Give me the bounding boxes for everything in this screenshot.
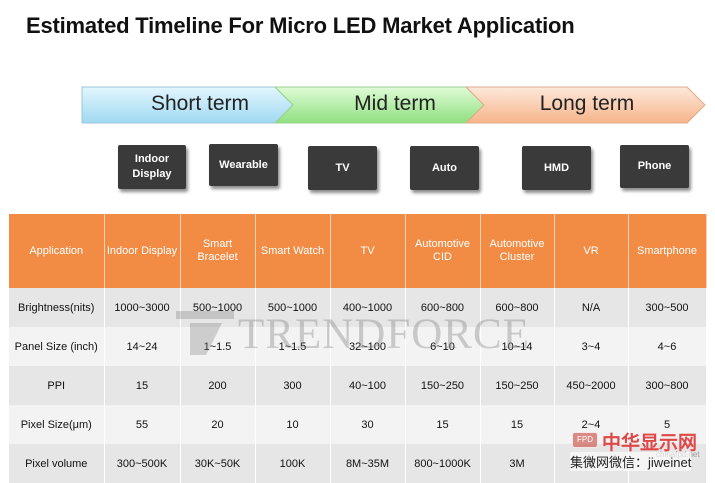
column-header: Smartphone: [628, 214, 707, 288]
table-cell: 8M~35M: [330, 444, 406, 483]
table-cell: 15: [104, 366, 181, 405]
column-header: Automotive Cluster: [480, 214, 555, 288]
column-header: VR: [554, 214, 629, 288]
app-chip-auto: Auto: [410, 146, 479, 190]
app-chip-phone: Phone: [620, 145, 689, 188]
table-cell: 20: [180, 405, 256, 444]
table-cell: 500~1000: [255, 288, 331, 327]
long-term-arrow: [464, 86, 706, 124]
app-chip-tv: TV: [308, 146, 377, 190]
table-cell: 1000~3000: [104, 288, 181, 327]
page-title: Estimated Timeline For Micro LED Market …: [26, 13, 575, 38]
app-chip-hmd: HMD: [522, 146, 591, 190]
table-cell: 300: [255, 366, 331, 405]
table-row: Brightness(nits) 1000~3000 500~1000 500~…: [9, 288, 707, 327]
table-cell: 10~14: [480, 327, 555, 366]
site-name-cn: 中华显示网: [602, 433, 698, 454]
table-cell: 30K~50K: [180, 444, 256, 483]
table-cell: 15: [480, 405, 555, 444]
row-label: Pixel Size(μm): [9, 405, 105, 444]
column-header: Automotive CID: [405, 214, 481, 288]
table-cell: 300~500K: [104, 444, 181, 483]
table-cell: 5: [628, 405, 707, 444]
app-chip-indoor-display: Indoor Display: [118, 145, 186, 189]
mid-term-label: Mid term: [354, 92, 436, 115]
table-row: PPI 15 200 300 40~100 150~250 150~250 45…: [9, 366, 707, 405]
table-header-row: Application Indoor Display Smart Bracele…: [9, 214, 707, 288]
table-cell: 600~800: [405, 288, 481, 327]
table-cell: 500~1000: [180, 288, 256, 327]
column-header: Smart Bracelet: [180, 214, 256, 288]
table-row: Pixel Size(μm) 55 20 10 30 15 15 2~4 5: [9, 405, 707, 444]
table-cell: 300~800: [628, 366, 707, 405]
table-cell: 400~1000: [330, 288, 406, 327]
table-cell: 600~800: [480, 288, 555, 327]
column-header: Smart Watch: [255, 214, 331, 288]
row-label: Brightness(nits): [9, 288, 105, 327]
table-cell: 14~24: [104, 327, 181, 366]
row-label: Pixel volume: [9, 444, 105, 483]
table-cell: 1~1.5: [180, 327, 256, 366]
column-header: Application: [9, 214, 105, 288]
table-cell: 3M: [480, 444, 555, 483]
row-label: Panel Size (inch): [9, 327, 105, 366]
timeline-bar: Short term Mid term Long term: [0, 85, 715, 125]
table-cell: 200: [180, 366, 256, 405]
table-row: Panel Size (inch) 14~24 1~1.5 1~1.5 32~1…: [9, 327, 707, 366]
table-cell: 15: [405, 405, 481, 444]
table-cell: 300~500: [628, 288, 707, 327]
column-header: TV: [330, 214, 406, 288]
table-cell: 4~6: [628, 327, 707, 366]
long-term-label: Long term: [539, 92, 635, 115]
column-header: Indoor Display: [104, 214, 181, 288]
table-cell: 3~4: [554, 327, 629, 366]
table-cell: N/A: [554, 288, 629, 327]
site-watermark: FPD 中华显示网 chinafpd.net 集微网微信：jiweinet: [566, 430, 711, 472]
short-term-label: Short term: [150, 92, 250, 115]
table-cell: 1~1.5: [255, 327, 331, 366]
table-cell: 100K: [255, 444, 331, 483]
row-label: PPI: [9, 366, 105, 405]
table-cell: 150~250: [480, 366, 555, 405]
fpd-badge: FPD: [572, 432, 598, 448]
wechat-id: 集微网微信：jiweinet: [570, 452, 692, 471]
table-cell: 6~10: [405, 327, 481, 366]
table-cell: 55: [104, 405, 181, 444]
table-cell: 32~100: [330, 327, 406, 366]
table-cell: 450~2000: [554, 366, 629, 405]
table-cell: 150~250: [405, 366, 481, 405]
table-cell: 40~100: [330, 366, 406, 405]
table-cell: 800~1000K: [405, 444, 481, 483]
table-cell: 10: [255, 405, 331, 444]
timeline-arrows: [81, 86, 706, 124]
app-chip-wearable: Wearable: [209, 144, 278, 186]
table-cell: 30: [330, 405, 406, 444]
